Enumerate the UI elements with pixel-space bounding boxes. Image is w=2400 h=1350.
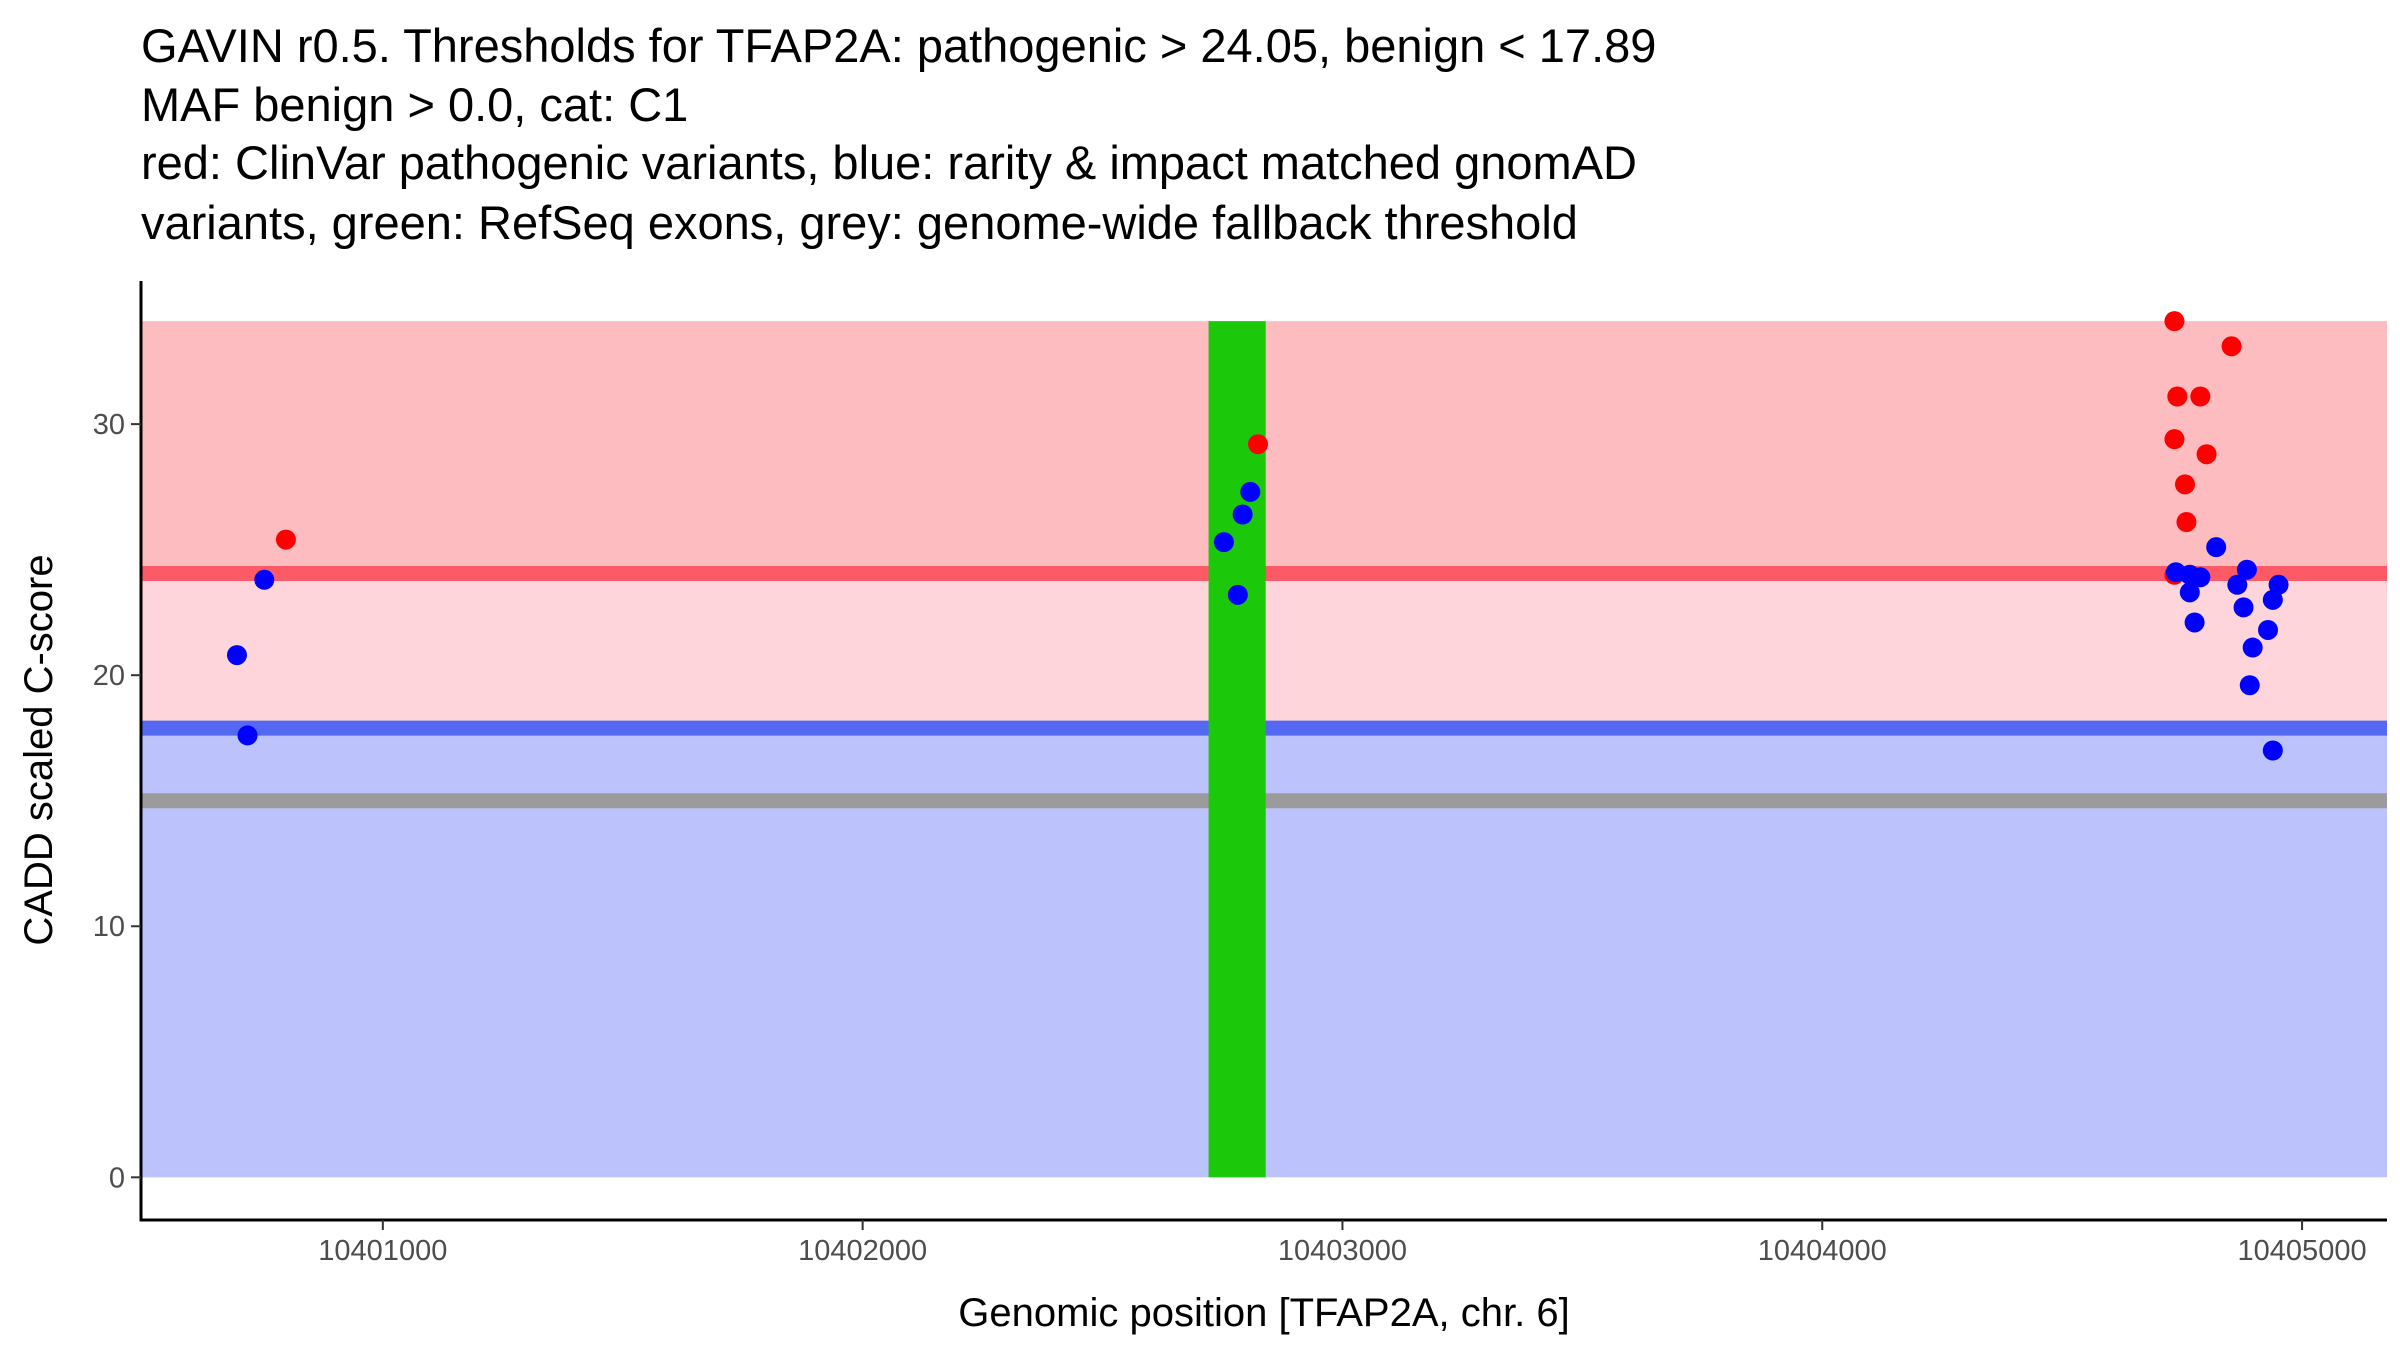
x-tick-label: 10402000 — [798, 1235, 927, 1267]
x-tick-label: 10404000 — [1758, 1235, 1887, 1267]
blue-variant-point — [237, 725, 258, 746]
blue-variant-point — [2190, 567, 2211, 588]
threshold-bands — [141, 321, 2387, 1178]
red-variant-point — [2174, 474, 2195, 495]
blue-variant-point — [1227, 584, 1248, 605]
blue-variant-point — [2262, 589, 2283, 610]
red-variant-point — [275, 529, 296, 550]
x-axis-label: Genomic position [TFAP2A, chr. 6] — [958, 1291, 1569, 1335]
red-variant-point — [2176, 512, 2197, 533]
blue-variant-point — [2268, 574, 2289, 595]
blue-variant-point — [2262, 740, 2283, 761]
blue-variant-point — [2242, 637, 2263, 658]
blue-variant-point — [254, 569, 275, 590]
title-line-4: variants, green: RefSeq exons, grey: gen… — [141, 196, 1578, 249]
title-line-3: red: ClinVar pathogenic variants, blue: … — [141, 136, 1637, 189]
axes: 10401000 10402000 10403000 10404000 10405000… — [93, 281, 2387, 1267]
y-tick-label: 10 — [93, 911, 125, 943]
chart-title: GAVIN r0.5. Thresholds for TFAP2A: patho… — [141, 19, 1656, 249]
y-tick-label: 0 — [109, 1162, 125, 1194]
red-variant-point — [2164, 429, 2185, 450]
red-variant-point — [2190, 386, 2211, 407]
blue-variant-point — [2179, 582, 2200, 603]
red-variant-point — [2167, 386, 2188, 407]
red-variant-point — [2196, 444, 2217, 465]
title-line-1: GAVIN r0.5. Thresholds for TFAP2A: patho… — [141, 19, 1656, 72]
y-tick-label: 20 — [93, 660, 125, 692]
x-tick-label: 10401000 — [318, 1235, 447, 1267]
x-tick-label: 10403000 — [1278, 1235, 1407, 1267]
blue-variant-point — [2239, 675, 2260, 696]
blue-variant-point — [2233, 597, 2254, 618]
title-line-2: MAF benign > 0.0, cat: C1 — [141, 78, 688, 131]
blue-variant-point — [2227, 574, 2248, 595]
blue-variant-point — [2236, 559, 2257, 580]
red-variant-point — [2221, 336, 2242, 357]
red-variant-point — [1248, 434, 1269, 455]
red-variant-point — [2164, 311, 2185, 332]
blue-variant-point — [226, 645, 247, 666]
blue-variant-point — [1213, 532, 1234, 553]
x-tick-label: 10405000 — [2238, 1235, 2367, 1267]
blue-variant-point — [2184, 612, 2205, 633]
blue-variant-point — [2258, 619, 2279, 640]
blue-variant-point — [1240, 481, 1261, 502]
y-axis-label: CADD scaled C-score — [17, 554, 61, 945]
blue-variant-point — [2206, 537, 2227, 558]
y-tick-label: 30 — [93, 409, 125, 441]
blue-variant-point — [1232, 504, 1253, 525]
exon-band — [1208, 321, 1266, 1178]
data-points — [226, 311, 2289, 761]
